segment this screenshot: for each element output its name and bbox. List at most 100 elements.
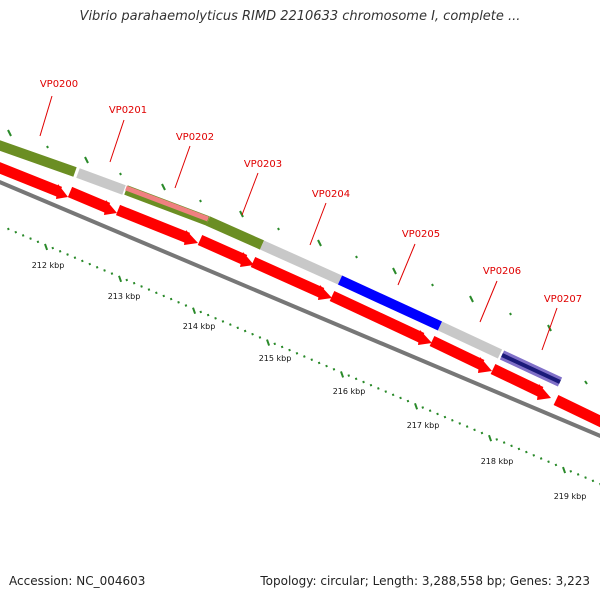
kbp-label: 213 kbp: [108, 292, 141, 301]
scale-tick: [251, 332, 254, 336]
scale-tick: [384, 390, 388, 393]
scale-tick: [310, 358, 314, 362]
gene-label-vp0201[interactable]: VP0201: [109, 105, 147, 116]
feature-segment[interactable]: [0, 140, 77, 177]
cds-arrow[interactable]: [490, 364, 544, 397]
cds-arrow[interactable]: [553, 395, 600, 428]
leader-line: [541, 307, 558, 351]
gene-label-vp0205[interactable]: VP0205: [402, 229, 440, 240]
kbp-label: 215 kbp: [259, 354, 292, 363]
scale-tick: [480, 431, 484, 435]
leader-line: [109, 119, 125, 163]
gene-label-vp0207[interactable]: VP0207: [544, 294, 582, 305]
leader-line: [174, 145, 191, 189]
scale-tick: [303, 355, 306, 358]
cds-arrow[interactable]: [329, 291, 425, 343]
gene-label-vp0202[interactable]: VP0202: [176, 132, 214, 143]
scale-tick: [184, 304, 188, 307]
scale-tick: [502, 441, 506, 444]
gene-label-vp0203[interactable]: VP0203: [244, 159, 282, 170]
chromosome-backbone: [0, 180, 600, 438]
cds-arrow-head: [537, 384, 551, 400]
scale-tick: [206, 313, 210, 317]
scale-tick: [243, 329, 247, 333]
scale-tick: [458, 422, 462, 425]
accession-text: Accession: NC_004603: [9, 574, 146, 588]
cds-arrow-head: [418, 330, 432, 345]
scale-tick: [532, 453, 536, 457]
scale-tick: [125, 278, 129, 282]
gene-label-vp0206[interactable]: VP0206: [483, 266, 521, 277]
scale-tick: [295, 351, 299, 355]
scale-tick: [29, 237, 32, 240]
scale-tick: [406, 399, 410, 403]
feature-segment[interactable]: [437, 321, 503, 359]
feature-segment[interactable]: [337, 275, 443, 331]
leader-line: [479, 280, 498, 323]
scale-tick: [169, 297, 173, 301]
cds-arrow[interactable]: [429, 336, 485, 370]
leader-line: [309, 202, 327, 246]
scale-tick: [539, 457, 543, 460]
scale-tick: [140, 285, 143, 288]
scale-tick: [14, 230, 18, 234]
cds-arrow[interactable]: [67, 186, 111, 214]
map-title: Vibrio parahaemolyticus RIMD 2210633 chr…: [79, 9, 521, 24]
leader-line: [397, 243, 416, 286]
scale-tick: [88, 262, 92, 266]
scale-tick: [414, 402, 419, 410]
scale-tick: [58, 249, 62, 253]
tick-mark: [46, 145, 49, 149]
kbp-label: 214 kbp: [183, 322, 216, 331]
cds-arrow[interactable]: [115, 204, 191, 244]
scale-tick: [21, 234, 25, 237]
tick-mark: [392, 267, 397, 275]
cds-arrow-head: [104, 200, 117, 215]
scale-tick: [436, 412, 439, 416]
cds-arrow[interactable]: [197, 234, 248, 266]
scale-tick: [362, 380, 365, 384]
scale-tick: [192, 307, 197, 315]
scale-tick: [584, 476, 587, 479]
gene-leaders: [39, 95, 558, 351]
cds-arrow-head: [240, 252, 254, 267]
gene-label-vp0200[interactable]: VP0200: [40, 79, 78, 90]
scale-tick: [421, 406, 425, 409]
cds-track[interactable]: [0, 162, 600, 428]
scale-tick: [155, 291, 158, 295]
tick-mark: [431, 283, 434, 287]
kbp-label: 219 kbp: [554, 492, 587, 501]
feature-track[interactable]: [0, 140, 563, 387]
scale-tick: [110, 272, 114, 275]
scale-tick: [576, 473, 580, 476]
scale-tick: [103, 269, 106, 272]
scale-tick: [591, 479, 595, 483]
feature-segment[interactable]: [205, 216, 265, 250]
scale-tick: [236, 326, 240, 330]
scale-tick: [317, 361, 321, 365]
feature-segment[interactable]: [259, 240, 343, 285]
scale-tick: [377, 387, 380, 390]
kbp-label: 212 kbp: [32, 261, 65, 270]
feature-segment[interactable]: [76, 168, 126, 195]
scale-tick: [36, 240, 40, 244]
scale-tick: [162, 294, 166, 298]
tick-mark: [277, 227, 280, 231]
scale-tick: [465, 425, 469, 428]
tick-mark: [469, 295, 474, 303]
scale-tick: [488, 434, 493, 442]
kbp-labels: 212 kbp 213 kbp 214 kbp 215 kbp 216 kbp …: [32, 261, 587, 501]
feature-segment[interactable]: [125, 185, 209, 222]
scale-tick: [273, 342, 277, 346]
feature-segment[interactable]: [501, 353, 561, 384]
scale-tick: [288, 348, 291, 352]
scale-tick: [44, 243, 49, 251]
scale-tick: [73, 256, 77, 260]
cds-arrow[interactable]: [250, 256, 325, 299]
scale-tick: [569, 469, 573, 473]
gene-label-vp0204[interactable]: VP0204: [312, 189, 350, 200]
cds-arrow[interactable]: [0, 162, 63, 198]
scale-tick: [391, 393, 395, 397]
